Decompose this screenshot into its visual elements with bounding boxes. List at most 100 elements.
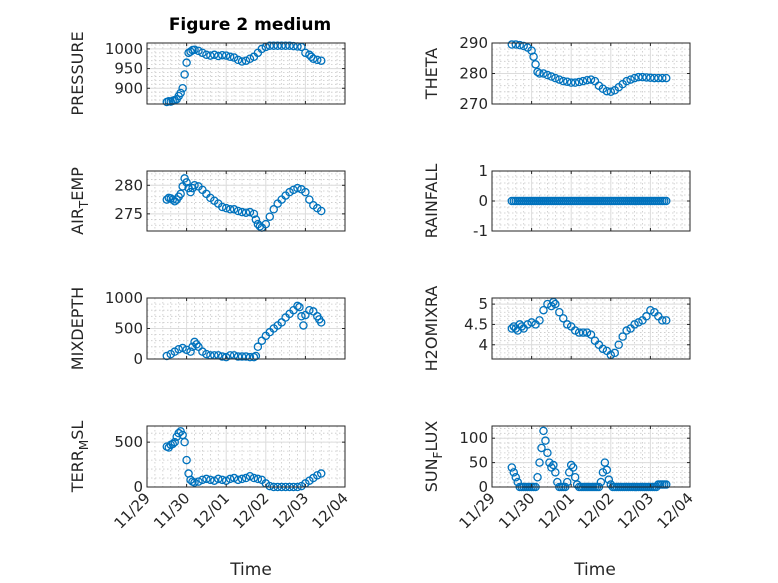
data-point [610, 348, 620, 358]
data-point [241, 56, 251, 65]
data-point [547, 72, 556, 81]
data-point [182, 178, 191, 187]
data-point [511, 40, 521, 49]
data-point [273, 41, 282, 51]
data-point [646, 73, 655, 83]
data-point [180, 174, 189, 183]
data-point [269, 205, 278, 214]
data-point [241, 352, 251, 361]
data-point [225, 205, 235, 214]
data-point [253, 474, 263, 484]
data-point [293, 183, 302, 193]
data-point [190, 45, 199, 54]
data-point [210, 476, 219, 485]
data-point [295, 302, 304, 312]
plot-area [147, 43, 345, 104]
data-point [630, 320, 639, 329]
data-point [316, 206, 326, 216]
data-point [176, 189, 185, 199]
data-point [313, 55, 322, 65]
data-point [313, 471, 322, 480]
data-point [658, 73, 667, 83]
data-point [192, 340, 201, 349]
data-point [596, 477, 606, 487]
data-point [527, 318, 536, 327]
data-point [586, 330, 596, 339]
data-point [180, 437, 189, 447]
data-point [309, 54, 318, 63]
subplot-h2omixra: 4 4.5 5 H2OMIXRA [422, 286, 691, 372]
data-point [178, 84, 187, 93]
data-point [301, 48, 310, 58]
y-tick-label: 280 [459, 65, 488, 83]
data-point [202, 474, 211, 484]
data-point [198, 475, 207, 485]
data-point [253, 342, 263, 352]
data-point [233, 352, 243, 361]
data-point [241, 208, 251, 217]
data-point [568, 463, 578, 472]
y-tick-label: 1 [478, 162, 488, 180]
data-point [622, 326, 631, 335]
y-tick-label: 1000 [105, 40, 143, 58]
data-point [661, 480, 671, 489]
y-tick-label: 1000 [105, 289, 143, 307]
data-point [285, 41, 294, 51]
data-point [582, 328, 592, 337]
data-point [658, 316, 667, 325]
data-point [237, 352, 247, 361]
data-point [661, 316, 671, 325]
axes-frame [146, 425, 346, 488]
y-tick-label: 4.5 [464, 315, 488, 333]
data-point [261, 219, 271, 229]
data-point [562, 320, 572, 329]
y-axis-label: SUNFLUX [422, 421, 445, 493]
data-point [606, 87, 616, 97]
data-point [249, 209, 259, 219]
data-point [221, 203, 231, 213]
data-point [170, 437, 179, 447]
data-point [277, 41, 286, 51]
axes-frame [146, 170, 346, 232]
data-point [180, 70, 189, 79]
y-tick-label: -1 [473, 222, 488, 240]
y-tick-label: 4 [478, 336, 488, 354]
subplot-airtemp: 275 280 AIRTEMP [68, 167, 346, 235]
data-point [176, 88, 185, 98]
data-point [269, 41, 278, 51]
data-point [614, 340, 623, 350]
data-point [178, 343, 187, 353]
data-point [190, 478, 199, 487]
data-point [305, 195, 314, 204]
data-point [541, 436, 550, 445]
subplot-rainfall: -1 0 1 RAINFALL [422, 162, 691, 240]
data-point [574, 328, 584, 337]
data-point [642, 312, 651, 321]
data-point [602, 86, 612, 96]
data-point [543, 448, 552, 458]
x-axis-label-right: Time [573, 560, 616, 580]
y-tick-label: 500 [114, 433, 143, 451]
axes-frame [146, 42, 346, 105]
data-point [537, 443, 546, 453]
data-point [301, 187, 310, 197]
data-point [257, 44, 267, 54]
y-tick-label: 275 [114, 205, 143, 223]
axes-frame [491, 425, 691, 488]
x-axis-label-left: Time [229, 560, 272, 580]
data-point [578, 76, 588, 86]
y-axis-label: H2OMIXRA [422, 286, 441, 372]
data-point [217, 475, 227, 485]
data-point [316, 318, 326, 327]
data-point [233, 55, 243, 65]
data-point [194, 46, 203, 56]
data-point [293, 301, 302, 311]
data-point [566, 78, 576, 87]
data-point [202, 50, 211, 60]
y-tick-label: 0 [478, 478, 488, 496]
data-point [570, 326, 580, 335]
data-point [515, 40, 524, 50]
data-point [517, 322, 526, 331]
data-point [241, 473, 251, 483]
